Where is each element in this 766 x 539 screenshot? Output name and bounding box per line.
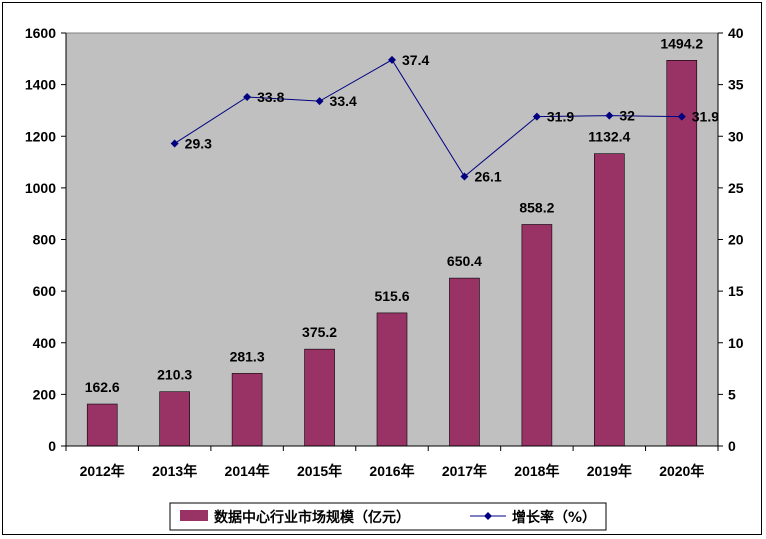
y2-tick-label: 10 [728, 335, 744, 351]
bar-data-label: 650.4 [447, 253, 482, 269]
x-category-label: 2013年 [152, 463, 197, 479]
legend-line-marker [484, 512, 492, 520]
y2-tick-label: 40 [728, 25, 744, 41]
y2-tick-label: 20 [728, 232, 744, 248]
bar-data-label: 375.2 [302, 324, 337, 340]
line-data-label: 37.4 [402, 52, 429, 68]
line-point [243, 93, 252, 102]
y-tick-label: 0 [48, 438, 56, 454]
bar [594, 153, 625, 447]
legend-line-label: 增长率（%） [512, 509, 596, 526]
line-point [170, 139, 179, 148]
y-tick-label: 800 [33, 232, 57, 248]
line-point [460, 172, 469, 181]
bar [86, 403, 118, 447]
y-tick-label: 400 [33, 335, 57, 351]
legend-bar-swatch [180, 510, 208, 521]
bar [376, 312, 408, 447]
line-data-label: 29.3 [185, 135, 212, 151]
x-category-label: 2014年 [225, 463, 270, 479]
x-category-label: 2018年 [514, 463, 559, 479]
line-point [677, 112, 686, 121]
line-data-label: 31.9 [692, 109, 719, 125]
y2-tick-label: 25 [728, 180, 744, 196]
bar-data-label: 1132.4 [588, 129, 630, 145]
bar-data-label: 210.3 [157, 367, 192, 383]
y-tick-label: 1400 [25, 77, 56, 93]
line-data-label: 33.4 [330, 93, 357, 109]
line-point [315, 97, 324, 106]
legend-bar-label: 数据中心行业市场规模（亿元） [214, 509, 410, 526]
x-category-label: 2020年 [659, 463, 704, 479]
bar [159, 391, 190, 447]
growth-rate-line [174, 59, 682, 178]
bar [521, 224, 553, 447]
bar [304, 348, 335, 447]
bar [449, 277, 480, 447]
line-point [388, 55, 396, 64]
bar-data-label: 1494.2 [660, 35, 703, 51]
x-category-label: 2016年 [369, 463, 414, 479]
line-data-label: 26.1 [474, 169, 501, 185]
line-data-label: 33.8 [257, 89, 284, 105]
y2-tick-label: 5 [728, 386, 736, 402]
legend-box [169, 502, 607, 531]
line-data-label: 31.9 [547, 109, 574, 125]
bar-data-label: 281.3 [230, 348, 265, 364]
x-category-label: 2015年 [297, 463, 342, 479]
line-point [605, 111, 614, 120]
bar [231, 373, 263, 447]
y-tick-label: 1200 [25, 128, 56, 144]
legend: 数据中心行业市场规模（亿元） 增长率（%） [169, 502, 607, 531]
line-point [532, 112, 541, 121]
x-category-label: 2019年 [587, 463, 632, 479]
y-tick-label: 200 [33, 386, 57, 402]
bar [666, 60, 698, 447]
bar-data-label: 162.6 [85, 379, 120, 395]
y2-tick-label: 35 [728, 77, 744, 93]
y2-tick-label: 0 [728, 438, 736, 454]
line-data-label: 32 [619, 108, 635, 124]
x-category-label: 2017年 [442, 463, 487, 479]
bar-data-label: 858.2 [519, 199, 554, 215]
y-tick-label: 600 [33, 283, 57, 299]
y2-tick-label: 15 [728, 283, 744, 299]
y-tick-label: 1600 [25, 25, 56, 41]
y2-tick-label: 30 [728, 128, 744, 144]
x-category-label: 2012年 [80, 463, 125, 479]
bar-data-label: 515.6 [374, 288, 409, 304]
y-tick-label: 1000 [25, 180, 56, 196]
